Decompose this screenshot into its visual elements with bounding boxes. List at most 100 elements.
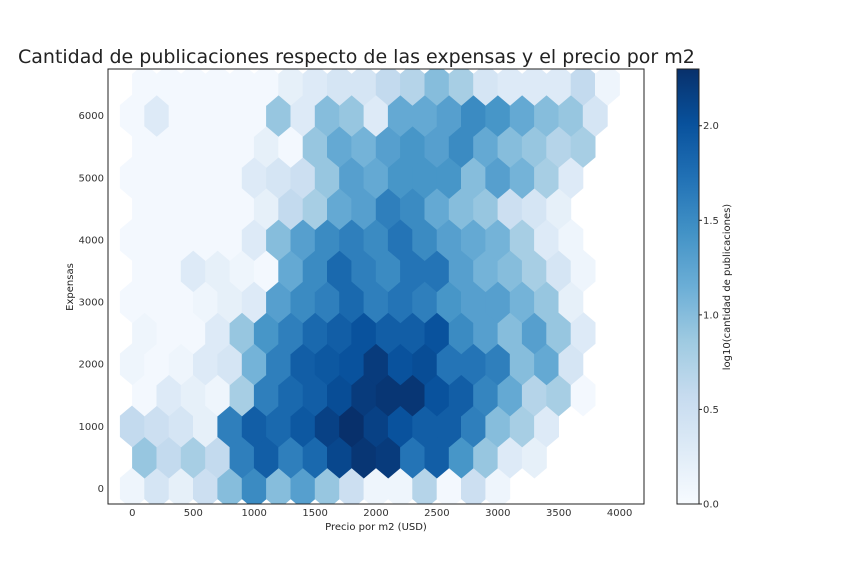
hex-cell [363, 343, 389, 386]
hex-cell [558, 280, 584, 324]
x-tick-label: 3500 [546, 508, 571, 519]
hex-cell [412, 94, 438, 137]
hex-cell [570, 312, 596, 355]
hex-cell [314, 467, 340, 504]
y-axis-ticks: 0 1000 2000 3000 4000 5000 6000 [79, 111, 104, 495]
hex-cell [156, 436, 182, 479]
x-axis-label: Precio por m2 (USD) [325, 522, 427, 533]
hex-cell [534, 94, 559, 137]
hex-cell [266, 156, 291, 199]
hex-cell [363, 280, 389, 324]
hex-cell [436, 405, 462, 448]
hex-cell [387, 405, 413, 448]
hex-cell [266, 218, 291, 261]
hex-cell [119, 467, 145, 504]
hex-cell [156, 249, 182, 293]
hexbin-cells [119, 69, 620, 504]
hex-cell [375, 69, 401, 106]
hex-cell [180, 187, 206, 230]
hex-cell [521, 374, 547, 417]
hex-cell [217, 405, 243, 448]
hex-cell [144, 467, 170, 504]
hex-cell [193, 156, 218, 199]
hex-cell [327, 125, 352, 168]
hex-cell [400, 125, 425, 168]
hex-cell [558, 156, 584, 199]
hex-cell [266, 343, 291, 386]
hex-cell [546, 187, 572, 230]
hex-cell [278, 312, 304, 355]
hex-cell [339, 218, 365, 261]
hex-cell [168, 280, 194, 324]
hex-cell [485, 156, 511, 199]
hex-cell [363, 156, 389, 199]
hex-cell [168, 343, 194, 386]
hex-cell [558, 94, 584, 137]
hex-cell [436, 343, 462, 386]
hex-cell [193, 94, 218, 137]
hex-cell [314, 343, 340, 386]
hex-cell [351, 249, 377, 293]
hex-cell [497, 436, 523, 479]
hex-cell [156, 312, 182, 355]
hex-cell [290, 280, 316, 324]
hex-cell [400, 249, 425, 293]
hex-cell [290, 343, 316, 386]
hex-cell [144, 94, 170, 137]
hex-cell [387, 280, 413, 324]
hex-cell [290, 94, 316, 137]
hex-cell [497, 312, 523, 355]
hex-cell [253, 436, 279, 479]
hex-cell [205, 374, 231, 417]
hex-cell [473, 436, 499, 479]
hex-cell [448, 69, 474, 106]
x-tick-label: 1500 [302, 508, 327, 519]
hex-cell [278, 69, 304, 106]
hex-cell [412, 156, 438, 199]
hex-cell [168, 156, 194, 199]
hex-cell [302, 125, 328, 168]
hex-cell [193, 467, 218, 504]
hex-cell [363, 467, 389, 504]
hex-cell [119, 218, 145, 261]
hex-cell [375, 312, 401, 355]
hex-cell [314, 156, 340, 199]
hex-cell [351, 312, 377, 355]
hex-cell [180, 374, 206, 417]
hex-cell [448, 312, 474, 355]
hex-cell [314, 94, 340, 137]
hex-cell [278, 249, 304, 293]
hex-cell [193, 405, 218, 448]
hex-cell [266, 280, 291, 324]
hex-cell [217, 156, 243, 199]
hex-cell [217, 218, 243, 261]
hex-cell [497, 374, 523, 417]
hex-cell [119, 343, 145, 386]
hex-cell [534, 405, 559, 448]
hex-cell [314, 218, 340, 261]
hex-cell [168, 467, 194, 504]
chart-title: Cantidad de publicaciones respecto de la… [18, 46, 695, 68]
x-tick-label: 500 [184, 508, 203, 519]
hex-cell [253, 249, 279, 293]
hex-cell [473, 187, 499, 230]
hex-cell [278, 374, 304, 417]
hex-cell [387, 467, 413, 504]
hex-cell [302, 436, 328, 479]
hex-cell [193, 218, 218, 261]
hex-cell [290, 218, 316, 261]
colorbar-tick-label: 0.0 [703, 500, 719, 511]
hex-cell [302, 374, 328, 417]
hex-cell [205, 436, 231, 479]
hex-cell [509, 156, 535, 199]
hex-cell [314, 280, 340, 324]
hex-cell [253, 125, 279, 168]
hex-cell [241, 156, 267, 199]
y-tick-label: 2000 [79, 360, 104, 371]
colorbar-tick-label: 0.5 [703, 405, 719, 416]
hex-cell [521, 187, 547, 230]
hex-cell [302, 249, 328, 293]
hex-cell [448, 249, 474, 293]
hex-cell [193, 280, 218, 324]
hex-cell [180, 249, 206, 293]
